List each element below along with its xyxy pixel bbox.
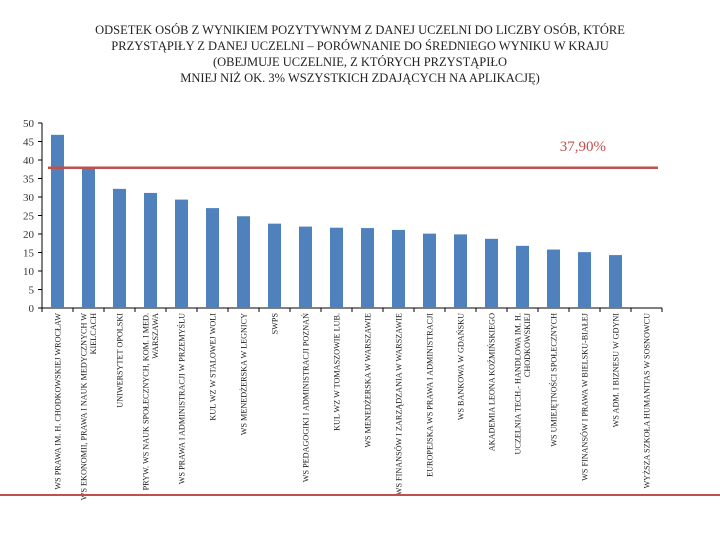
category-label-line: WS FINANSÓW I ZARZĄDZANIA W WARSZAWIE: [393, 313, 403, 495]
category-label-line: UCZELNIA TECH.- HANDLOWA IM. H.: [514, 313, 523, 455]
category-label: WS PEDAGOGIKI I ADMINISTRACJI POZNAŃ: [300, 313, 310, 482]
category-label-line: WARSZAWA: [151, 313, 160, 359]
chart-bars: [50, 134, 623, 308]
category-label: WS UMIEJĘTNOŚCI SPOŁECZNYCH: [548, 313, 558, 447]
category-label-line: CHODKOWSKIEJ: [523, 312, 532, 377]
y-tick-label: 5: [29, 285, 35, 297]
category-label: KUL WZ W TOMASZOWIE LUB.: [332, 313, 341, 431]
bar: [174, 199, 189, 308]
bar: [112, 188, 127, 308]
category-label: EUROPEJSKA WS PRAWA I ADMINISTRACJI: [425, 313, 434, 477]
bar: [546, 249, 561, 308]
category-label-line: WS MENEDŻERSKA W LEGNICY: [239, 313, 248, 435]
y-tick-label: 10: [23, 266, 35, 278]
chart-title: ODSETEK OSÓB Z WYNIKIEM POZYTYWNYM Z DAN…: [95, 23, 625, 85]
category-label-line: WS FINANSÓW I PRAWA W BIELSKU-BIAŁEJ: [579, 312, 589, 481]
bar: [236, 216, 251, 308]
category-label: UCZELNIA TECH.- HANDLOWA IM. H.CHODKOWSK…: [514, 312, 533, 454]
y-tick-label: 15: [23, 248, 35, 260]
category-label-line: SWPS: [270, 313, 279, 335]
category-label: WS PRAWA IM. H. CHODKOWSKIEJ WROCŁAW: [53, 313, 62, 490]
category-label: PRYW. WS NAUK SPOŁECZNYCH, KOM. I MED.WA…: [142, 313, 161, 490]
category-label-line: KIELCACH: [89, 313, 98, 354]
category-label-line: WS UMIEJĘTNOŚCI SPOŁECZNYCH: [548, 313, 558, 447]
bar: [515, 245, 530, 308]
category-label: WS BANKOWA W GDAŃSKU: [455, 313, 465, 420]
bar: [143, 192, 158, 308]
average-label: 37,90%: [560, 139, 606, 155]
bar: [50, 134, 65, 308]
bar: [81, 167, 96, 308]
category-label-line: WS PEDAGOGIKI I ADMINISTRACJI POZNAŃ: [300, 313, 310, 482]
category-label-line: EUROPEJSKA WS PRAWA I ADMINISTRACJI: [425, 313, 434, 477]
bar: [422, 233, 437, 308]
category-label-line: WS PRAWA IM. H. CHODKOWSKIEJ WROCŁAW: [53, 313, 62, 490]
y-tick-label: 30: [23, 192, 35, 204]
category-label: WS MENEDŻERSKA W LEGNICY: [239, 313, 248, 435]
bar: [608, 255, 623, 308]
y-tick-label: 50: [23, 118, 35, 130]
category-label-line: WYŻSZA SZKOŁA HUMANITAS W SOSNOWCU: [642, 313, 651, 489]
category-label: SWPS: [270, 313, 279, 335]
bar: [577, 252, 592, 308]
category-label: WS FINANSÓW I PRAWA W BIELSKU-BIAŁEJ: [579, 312, 589, 481]
bar: [298, 226, 313, 308]
category-label-line: WS ADM. I BIZNESU W GDYNI: [611, 313, 620, 428]
bar: [391, 229, 406, 308]
category-label: UNIWERSYTET OPOLSKI: [115, 313, 124, 408]
category-label-line: KUL WZ W STALOWEJ WOLI: [208, 313, 217, 421]
category-label-line: UNIWERSYTET OPOLSKI: [115, 313, 124, 408]
category-label-line: AKADEMIA LEONA KOŹMIŃSKIEGO: [486, 313, 496, 451]
y-tick-label: 45: [23, 137, 35, 149]
footer-divider: [0, 494, 720, 496]
category-labels: WS PRAWA IM. H. CHODKOWSKIEJ WROCŁAW WS E…: [53, 312, 651, 500]
category-label-line: WS BANKOWA W GDAŃSKU: [455, 313, 465, 420]
bar: [453, 234, 468, 308]
category-label: WS FINANSÓW I ZARZĄDZANIA W WARSZAWIE: [393, 313, 403, 495]
category-label: KUL WZ W STALOWEJ WOLI: [208, 313, 217, 421]
y-tick-label: 20: [23, 229, 35, 241]
category-label: AKADEMIA LEONA KOŹMIŃSKIEGO: [486, 313, 496, 451]
bar: [484, 238, 499, 308]
category-label: WS PRAWA I ADMINISTRACJI W PRZEMYŚLU: [176, 313, 186, 484]
category-label-line: WS EKONOMII, PRAWA I NAUK MEDYCZNYCH W: [80, 313, 89, 501]
category-label-line: KUL WZ W TOMASZOWIE LUB.: [332, 313, 341, 431]
y-tick-label: 0: [29, 303, 35, 315]
y-tick-label: 35: [23, 174, 35, 186]
category-label: WS EKONOMII, PRAWA I NAUK MEDYCZNYCH WKI…: [80, 313, 99, 501]
bar: [360, 228, 375, 308]
bar: [205, 208, 220, 308]
category-label: WYŻSZA SZKOŁA HUMANITAS W SOSNOWCU: [642, 313, 651, 489]
y-tick-label: 25: [23, 211, 35, 223]
reference-group: 37,90%: [48, 139, 658, 170]
bar: [329, 227, 344, 308]
category-label-line: WS PRAWA I ADMINISTRACJI W PRZEMYŚLU: [176, 313, 186, 484]
category-label-line: PRYW. WS NAUK SPOŁECZNYCH, KOM. I MED.: [142, 313, 151, 490]
category-label-line: WS MENEDŻERSKA W WARSZAWIE: [363, 313, 372, 448]
bar: [267, 223, 282, 308]
category-label: WS ADM. I BIZNESU W GDYNI: [611, 313, 620, 428]
category-label: WS MENEDŻERSKA W WARSZAWIE: [363, 313, 372, 448]
y-tick-label: 40: [23, 155, 35, 167]
